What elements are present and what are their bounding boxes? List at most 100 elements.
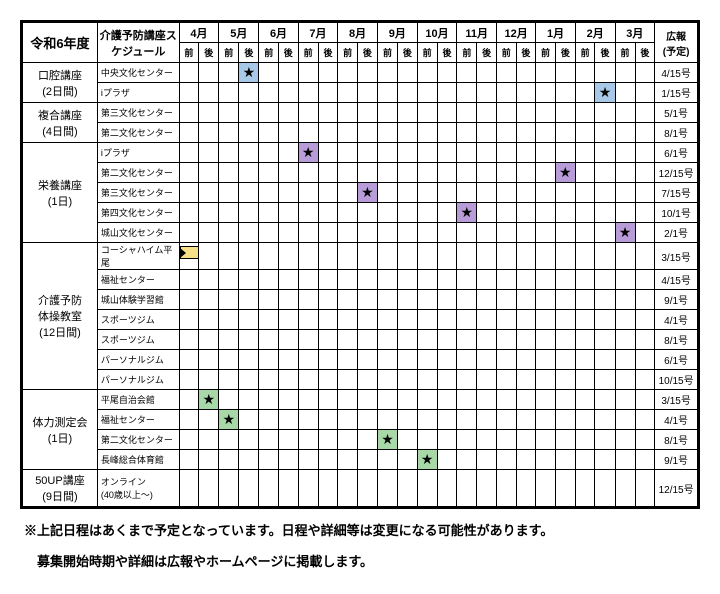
cell bbox=[338, 330, 358, 350]
cell bbox=[318, 123, 338, 143]
cell bbox=[595, 270, 615, 290]
cell bbox=[457, 430, 477, 450]
month-header-4: 8月 bbox=[338, 23, 378, 43]
half-label: 前 bbox=[457, 43, 477, 63]
cell bbox=[279, 450, 299, 470]
cell bbox=[279, 430, 299, 450]
cell bbox=[516, 350, 536, 370]
cell bbox=[615, 123, 635, 143]
cell bbox=[219, 203, 239, 223]
cell bbox=[457, 270, 477, 290]
cell bbox=[615, 203, 635, 223]
cell bbox=[615, 290, 635, 310]
half-label: 前 bbox=[377, 43, 397, 63]
cell bbox=[575, 310, 595, 330]
cell bbox=[338, 390, 358, 410]
cell bbox=[318, 163, 338, 183]
cell bbox=[377, 450, 397, 470]
cell bbox=[338, 83, 358, 103]
month-header-1: 5月 bbox=[219, 23, 259, 43]
category-4: 体力測定会(1日) bbox=[23, 390, 98, 470]
cell bbox=[338, 103, 358, 123]
cell bbox=[536, 430, 556, 450]
koho-3-5: 6/1号 bbox=[655, 350, 698, 370]
cell bbox=[496, 183, 516, 203]
cell bbox=[457, 63, 477, 83]
cell bbox=[199, 370, 219, 390]
month-header-9: 1月 bbox=[536, 23, 576, 43]
month-header-5: 9月 bbox=[377, 23, 417, 43]
cell bbox=[496, 390, 516, 410]
cell: ★ bbox=[615, 223, 635, 243]
location-4-0: 平尾自治会館 bbox=[97, 390, 179, 410]
cell: ★ bbox=[377, 430, 397, 450]
cell bbox=[595, 310, 615, 330]
cell bbox=[417, 123, 437, 143]
koho-2-1: 12/15号 bbox=[655, 163, 698, 183]
cell bbox=[219, 450, 239, 470]
cell bbox=[338, 223, 358, 243]
category-1: 複合講座(4日間) bbox=[23, 103, 98, 143]
cell bbox=[536, 183, 556, 203]
cell bbox=[259, 163, 279, 183]
cell bbox=[179, 83, 199, 103]
cell bbox=[259, 183, 279, 203]
cell bbox=[635, 143, 655, 163]
cell bbox=[477, 223, 497, 243]
cell bbox=[199, 310, 219, 330]
half-label: 後 bbox=[595, 43, 615, 63]
cell bbox=[199, 350, 219, 370]
location-2-1: 第二文化センター bbox=[97, 163, 179, 183]
cell bbox=[219, 290, 239, 310]
location-3-6: パーソナルジム bbox=[97, 370, 179, 390]
cell bbox=[179, 350, 199, 370]
cell bbox=[496, 103, 516, 123]
cell bbox=[635, 63, 655, 83]
koho-3-3: 4/1号 bbox=[655, 310, 698, 330]
half-label: 後 bbox=[555, 43, 575, 63]
cell bbox=[555, 390, 575, 410]
koho-4-2: 8/1号 bbox=[655, 430, 698, 450]
cell bbox=[516, 390, 536, 410]
cell bbox=[298, 83, 318, 103]
cell bbox=[516, 83, 536, 103]
cell bbox=[318, 370, 338, 390]
star-marker: ★ bbox=[361, 184, 374, 200]
cell bbox=[199, 410, 219, 430]
cell bbox=[199, 430, 219, 450]
cell bbox=[398, 63, 418, 83]
cell bbox=[595, 350, 615, 370]
half-label: 後 bbox=[279, 43, 299, 63]
cell bbox=[437, 203, 457, 223]
cell bbox=[417, 470, 437, 507]
cell bbox=[516, 163, 536, 183]
cell bbox=[239, 243, 259, 270]
cell bbox=[377, 243, 397, 270]
cell bbox=[496, 410, 516, 430]
cell bbox=[219, 223, 239, 243]
koho-2-4: 2/1号 bbox=[655, 223, 698, 243]
cell bbox=[635, 450, 655, 470]
cell bbox=[338, 63, 358, 83]
cell bbox=[318, 430, 338, 450]
cell bbox=[179, 143, 199, 163]
cell bbox=[516, 430, 536, 450]
category-2: 栄養講座(1日) bbox=[23, 143, 98, 243]
cell bbox=[516, 63, 536, 83]
cell bbox=[219, 103, 239, 123]
cell bbox=[179, 203, 199, 223]
cell bbox=[377, 390, 397, 410]
cell bbox=[615, 63, 635, 83]
cell bbox=[199, 290, 219, 310]
cell bbox=[575, 370, 595, 390]
star-marker: ★ bbox=[599, 84, 612, 100]
cell bbox=[615, 410, 635, 430]
cell bbox=[457, 390, 477, 410]
cell bbox=[516, 290, 536, 310]
cell: ★ bbox=[417, 450, 437, 470]
cell bbox=[318, 203, 338, 223]
cell bbox=[516, 123, 536, 143]
subtitle: 介護予防講座スケジュール bbox=[98, 27, 179, 59]
koho-4-0: 3/15号 bbox=[655, 390, 698, 410]
cell bbox=[496, 123, 516, 143]
